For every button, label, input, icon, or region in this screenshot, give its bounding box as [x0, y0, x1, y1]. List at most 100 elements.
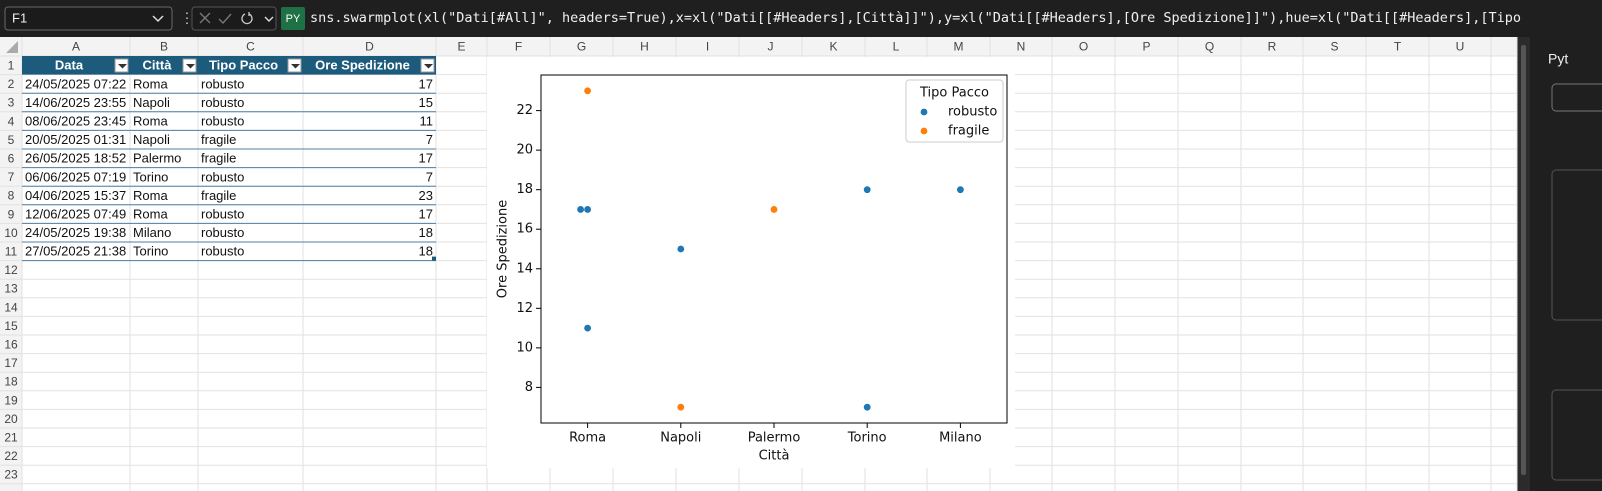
column-header: S: [1330, 40, 1338, 54]
side-panel-button[interactable]: [1551, 83, 1602, 112]
table-header-cell: Ore Spedizione: [315, 58, 410, 73]
table-cell: Napoli: [133, 95, 170, 110]
row-header: 14: [4, 300, 18, 314]
column-header: E: [457, 40, 465, 54]
table-cell: Torino: [133, 244, 168, 259]
table-cell: 20/05/2025 01:31: [25, 132, 126, 147]
table-cell: 18: [419, 225, 433, 240]
column-header: I: [706, 40, 709, 54]
y-tick-label: 10: [516, 340, 533, 355]
row-header: 11: [5, 244, 18, 258]
column-header: G: [577, 40, 586, 54]
column-header: U: [1456, 40, 1465, 54]
py-badge: [281, 7, 305, 30]
legend-marker: [920, 127, 928, 135]
row-header: 16: [4, 337, 18, 351]
table-cell: Roma: [133, 188, 168, 203]
row-header: 10: [4, 226, 18, 240]
swarm-point: [584, 206, 591, 213]
x-tick-label: Roma: [569, 431, 606, 446]
legend-title: Tipo Pacco: [919, 86, 989, 101]
table-cell: fragile: [201, 132, 236, 147]
table-header-cell: Tipo Pacco: [209, 58, 278, 73]
filter-arrow: [291, 64, 300, 69]
name-box[interactable]: [4, 6, 173, 31]
table-cell: robusto: [201, 114, 244, 129]
row-header: 4: [8, 114, 15, 128]
column-header: R: [1268, 40, 1277, 54]
column-header: C: [246, 40, 255, 54]
more-icon[interactable]: ⋮: [180, 10, 194, 26]
y-tick-label: 12: [516, 301, 533, 316]
column-header-strip: [0, 37, 1517, 56]
y-tick-label: 22: [516, 103, 533, 118]
table-cell: 18: [419, 244, 433, 259]
row-header: 22: [4, 449, 18, 463]
table-cell: fragile: [201, 151, 236, 166]
table-cell: 23: [419, 188, 433, 203]
table-cell: 12/06/2025 07:49: [25, 207, 126, 222]
column-header: F: [515, 40, 522, 54]
scroll-thumb[interactable]: [1521, 45, 1526, 475]
y-tick-label: 20: [516, 143, 533, 158]
filter-arrow: [118, 64, 127, 69]
column-header: N: [1017, 40, 1026, 54]
swarm-point: [577, 206, 584, 213]
side-panel-title: Pyt: [1548, 51, 1568, 67]
table-cell: robusto: [201, 169, 244, 184]
row-header: 12: [4, 263, 18, 277]
row-header: 18: [4, 375, 18, 389]
side-panel: [1534, 37, 1602, 491]
table-cell: 17: [419, 76, 433, 91]
x-axis-label: Città: [759, 449, 790, 464]
cancel-icon[interactable]: [199, 12, 211, 24]
table-cell: 11: [420, 114, 434, 129]
y-tick-label: 14: [516, 261, 533, 276]
table-cell: 27/05/2025 21:38: [25, 244, 126, 259]
table-cell: Roma: [133, 207, 168, 222]
table-cell: 24/05/2025 07:22: [25, 76, 126, 91]
column-header: L: [893, 40, 900, 54]
row-header: 1: [8, 58, 15, 72]
plot-frame: [540, 74, 1008, 424]
table-header-cell: Città: [143, 58, 173, 73]
table-cell: Napoli: [133, 132, 170, 147]
python-output-icon[interactable]: [241, 12, 253, 25]
row-header: 15: [4, 319, 18, 333]
table-cell: 17: [419, 207, 433, 222]
table-cell: 17: [419, 151, 433, 166]
column-header: D: [365, 40, 374, 54]
row-header: 23: [4, 468, 18, 482]
py-badge-text: PY: [286, 13, 301, 25]
output-dropdown[interactable]: [264, 16, 274, 22]
row-header: 8: [8, 189, 15, 203]
row-header-strip: [0, 56, 22, 491]
row-header: 7: [8, 170, 15, 184]
swarm-point: [863, 186, 871, 194]
side-panel-box: [1551, 389, 1602, 481]
legend-label: fragile: [948, 124, 989, 139]
enter-icon[interactable]: [218, 13, 232, 25]
legend-marker: [920, 108, 928, 116]
row-header: 3: [8, 96, 15, 110]
table-cell: Roma: [133, 76, 168, 91]
table-cell: Roma: [133, 114, 168, 129]
table-cell: robusto: [201, 207, 244, 222]
row-header: 2: [8, 77, 15, 91]
filter-arrow: [424, 64, 433, 69]
column-header: J: [768, 40, 774, 54]
table-cell: Milano: [133, 225, 171, 240]
row-header: 17: [4, 356, 18, 370]
column-header: B: [160, 40, 168, 54]
swarm-point: [584, 87, 591, 95]
table-cell: 14/06/2025 23:55: [25, 95, 126, 110]
y-tick-label: 18: [516, 182, 533, 197]
table-cell: 7: [426, 132, 433, 147]
table-header-cell: Data: [55, 58, 84, 73]
formula-text[interactable]: sns.swarmplot(xl("Dati[#All]", headers=T…: [310, 10, 1602, 26]
name-box-dropdown[interactable]: [152, 15, 164, 23]
select-all: [6, 41, 18, 53]
row-header: 19: [4, 393, 18, 407]
column-header: P: [1142, 40, 1150, 54]
